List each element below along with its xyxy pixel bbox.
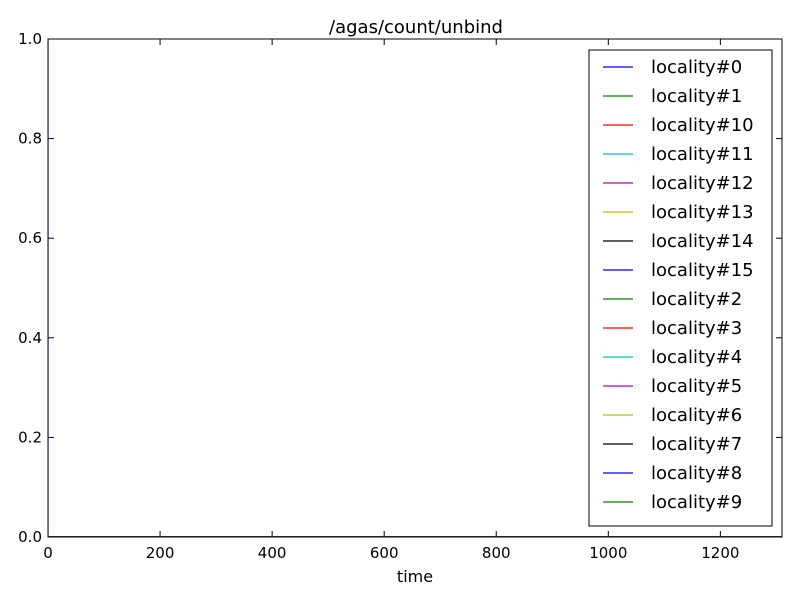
x-axis: 0 200 400 600 800 1000 1200 xyxy=(43,39,739,562)
x-tick-label: 800 xyxy=(482,544,511,562)
legend-label: locality#4 xyxy=(651,347,742,368)
legend-label: locality#1 xyxy=(651,86,742,107)
x-tick-label: 600 xyxy=(370,544,399,562)
legend-label: locality#11 xyxy=(651,144,754,165)
legend-label: locality#2 xyxy=(651,289,742,310)
axes-frame xyxy=(47,38,783,538)
legend-label: locality#12 xyxy=(651,173,754,194)
legend-label: locality#13 xyxy=(651,202,754,223)
legend-label: locality#0 xyxy=(651,57,742,78)
legend-label: locality#5 xyxy=(651,376,742,397)
x-axis-label: time xyxy=(397,567,433,586)
x-tick-label: 200 xyxy=(146,544,175,562)
y-tick-label: 0.2 xyxy=(18,428,42,446)
legend-label: locality#7 xyxy=(651,434,742,455)
legend-label: locality#10 xyxy=(651,115,754,136)
plot-area xyxy=(47,38,783,538)
legend-label: locality#6 xyxy=(651,405,742,426)
legend: locality#0 locality#1 locality#10 locality#… xyxy=(588,49,773,527)
legend-label: locality#8 xyxy=(651,463,742,484)
legend-box xyxy=(588,49,773,527)
x-tick-label: 1000 xyxy=(589,544,627,562)
y-tick-label: 0.6 xyxy=(18,229,42,247)
y-tick-label: 0.0 xyxy=(18,528,42,546)
legend-label: locality#15 xyxy=(651,260,754,281)
legend-label: locality#3 xyxy=(651,318,742,339)
x-tick-label: 1200 xyxy=(701,544,739,562)
y-tick-label: 0.4 xyxy=(18,329,42,347)
x-tick-label: 400 xyxy=(258,544,287,562)
y-tick-label: 1.0 xyxy=(18,30,42,48)
y-tick-label: 0.8 xyxy=(18,130,42,148)
legend-label: locality#14 xyxy=(651,231,754,252)
y-axis: 0.0 0.2 0.4 0.6 0.8 1.0 xyxy=(18,30,782,546)
legend-label: locality#9 xyxy=(651,492,742,513)
chart-title: /agas/count/unbind xyxy=(329,17,503,38)
x-tick-label: 0 xyxy=(43,544,53,562)
